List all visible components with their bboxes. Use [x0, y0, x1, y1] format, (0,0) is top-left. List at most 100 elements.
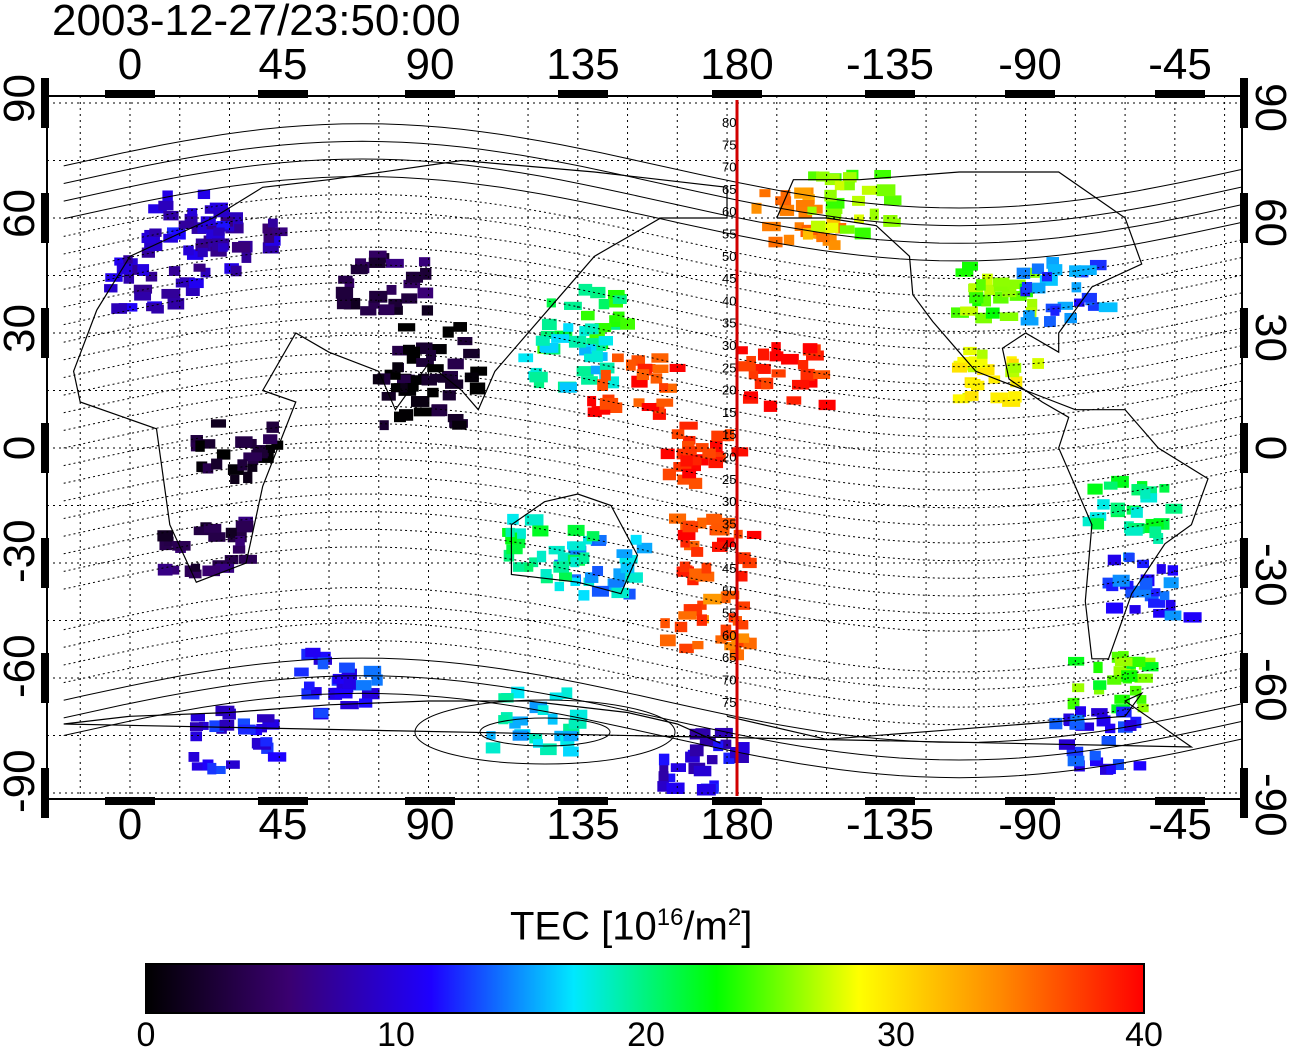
- tec-cell: [1159, 591, 1170, 601]
- tec-cell: [243, 471, 253, 484]
- tec-cell: [876, 184, 896, 197]
- tec-cell: [1093, 686, 1105, 695]
- tec-cell: [1125, 587, 1138, 598]
- tec-cell: [360, 306, 377, 316]
- tec-cell: [197, 247, 208, 258]
- tec-cell: [237, 459, 248, 471]
- tec-cell: [549, 692, 563, 701]
- tec-cell: [188, 752, 200, 762]
- tec-cell: [149, 228, 162, 237]
- tec-cell: [317, 657, 329, 670]
- colorbar-tick-label: 40: [1125, 1016, 1163, 1054]
- tec-region: [659, 590, 757, 661]
- tec-cell: [540, 743, 557, 756]
- tec-cell: [563, 731, 579, 742]
- tec-cell: [162, 190, 173, 202]
- tec-cell: [267, 752, 287, 762]
- tec-cell: [590, 286, 606, 299]
- tec-cell: [1093, 680, 1107, 690]
- tec-cell: [748, 370, 759, 380]
- tec-cell: [977, 364, 995, 376]
- tec-cell: [200, 267, 211, 278]
- tec-cell: [981, 294, 992, 307]
- tec-cell: [1106, 764, 1116, 775]
- tec-cell: [691, 456, 702, 466]
- tec-cell: [1007, 362, 1022, 373]
- tec-cell: [695, 728, 711, 739]
- tec-cell: [271, 440, 284, 450]
- tec-cell: [619, 555, 638, 564]
- magnetic-latitude-label: 20: [722, 450, 736, 465]
- magnetic-latitude-label: 15: [722, 427, 736, 442]
- tec-cell: [1097, 499, 1110, 510]
- tec-cell: [539, 342, 559, 353]
- tec-cell: [738, 361, 756, 372]
- tec-cell: [338, 275, 353, 284]
- tec-cell: [123, 272, 135, 284]
- tec-cell: [599, 362, 615, 374]
- tec-cell: [968, 356, 988, 368]
- magnetic-latitude-label: 80: [722, 115, 736, 130]
- tec-cell: [157, 530, 174, 542]
- tec-cell: [568, 545, 587, 557]
- tec-cell: [428, 344, 447, 355]
- tec-cell: [190, 713, 206, 722]
- tec-cell: [1087, 483, 1103, 495]
- tec-region: [188, 705, 287, 775]
- left-tick-mark: [41, 78, 49, 128]
- tec-cell: [127, 258, 138, 269]
- tec-cell: [1074, 298, 1085, 307]
- tec-cell: [1103, 481, 1118, 490]
- tec-cell: [713, 741, 724, 752]
- bottom-lon-tick-label: 0: [117, 800, 143, 849]
- tec-cell: [706, 755, 718, 765]
- tec-cell: [751, 202, 762, 214]
- tec-cell: [693, 765, 712, 777]
- tec-cell: [1091, 708, 1108, 717]
- tec-region: [157, 516, 257, 579]
- tec-cell: [529, 371, 548, 383]
- tec-cell: [1032, 282, 1046, 294]
- tec-cell: [591, 350, 603, 363]
- tec-cell: [1081, 292, 1097, 303]
- tec-cell: [399, 409, 414, 421]
- tec-cell: [783, 234, 795, 246]
- tec-cell: [369, 290, 388, 303]
- colorbar-title: TEC [1016/m2]: [510, 904, 753, 949]
- tec-cell: [105, 273, 123, 282]
- tec-cell: [711, 430, 731, 442]
- left-lat-tick-label: 60: [0, 189, 44, 238]
- tec-cell: [1089, 259, 1107, 271]
- tec-cell: [1130, 507, 1143, 518]
- tec-region: [1067, 651, 1159, 715]
- tec-cell: [442, 326, 454, 338]
- tec-cell: [393, 383, 408, 393]
- tec-region: [1049, 706, 1147, 775]
- tec-cell: [303, 681, 315, 690]
- tec-cell: [453, 322, 468, 332]
- tec-cell: [586, 338, 604, 347]
- tec-cell: [1067, 755, 1085, 767]
- tec-cell: [1137, 559, 1150, 569]
- tec-cell: [659, 383, 669, 392]
- tec-cell: [207, 762, 217, 775]
- right-lat-tick-label: -90: [1246, 773, 1292, 837]
- magnetic-latitude-line: [63, 639, 1242, 726]
- tec-cell: [680, 454, 693, 467]
- tec-cell: [524, 563, 534, 572]
- tec-cell: [581, 376, 598, 385]
- tec-cell: [769, 351, 784, 362]
- tec-cell: [682, 435, 696, 445]
- tec-cell: [1121, 670, 1138, 682]
- tec-cell: [696, 784, 716, 796]
- tec-cell: [1078, 265, 1097, 276]
- tec-cell: [781, 353, 799, 365]
- bottom-tick-mark: [405, 797, 455, 805]
- tec-cell: [1031, 263, 1045, 275]
- bottom-tick-mark: [712, 797, 762, 805]
- tec-cell: [554, 730, 567, 742]
- magnetic-latitude-labels: 80 75 70 65 60 55 50 45 40 35 30 25 20 15 15 20 25 30 35 40…: [722, 115, 736, 710]
- tec-cell: [1050, 306, 1060, 316]
- magnetic-latitude-line: [63, 352, 1242, 438]
